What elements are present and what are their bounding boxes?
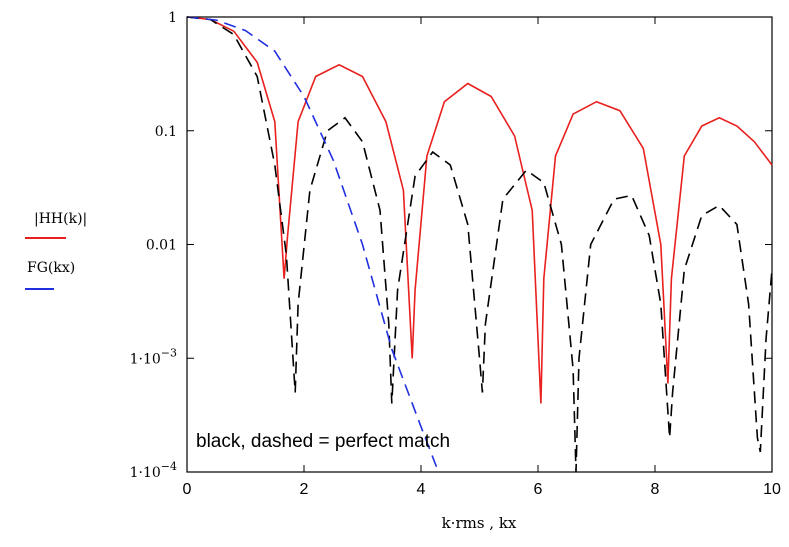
series-line-2 <box>186 16 440 473</box>
legend-label-0: |HH(k)| <box>34 211 87 227</box>
annotation-text: black, dashed = perfect match <box>196 431 450 452</box>
x-tick-label-4: 8 <box>651 481 660 498</box>
y-tick-label-2: 0.01 <box>146 238 177 254</box>
series-line-1 <box>186 16 773 473</box>
y-tick-label-4: 1·10−4 <box>130 460 177 481</box>
y-tick-label-1: 0.1 <box>155 124 177 140</box>
series-layer <box>186 16 773 473</box>
y-tick-label-0: 1 <box>168 10 177 26</box>
x-tick-label-2: 4 <box>417 481 426 498</box>
y-tick-exponent-3: −3 <box>161 346 177 359</box>
x-tick-label-0: 0 <box>183 481 192 498</box>
legend: |HH(k)| FG(kx) <box>25 211 87 290</box>
legend-label-1: FG(kx) <box>27 260 75 276</box>
tick-layer: 1 0.1 0.01 1·10−3 1·10−4 0 2 4 6 8 10 <box>130 10 781 498</box>
x-tick-label-3: 6 <box>534 481 543 498</box>
plot-frame <box>186 16 773 473</box>
x-tick-label-1: 2 <box>300 481 309 498</box>
series-line-0 <box>186 16 773 404</box>
x-axis-label: k·rms , kx <box>442 514 517 532</box>
y-tick-exponent-4: −4 <box>161 460 177 473</box>
x-tick-label-5: 10 <box>763 481 781 498</box>
y-tick-label-3: 1·10−3 <box>130 346 177 367</box>
